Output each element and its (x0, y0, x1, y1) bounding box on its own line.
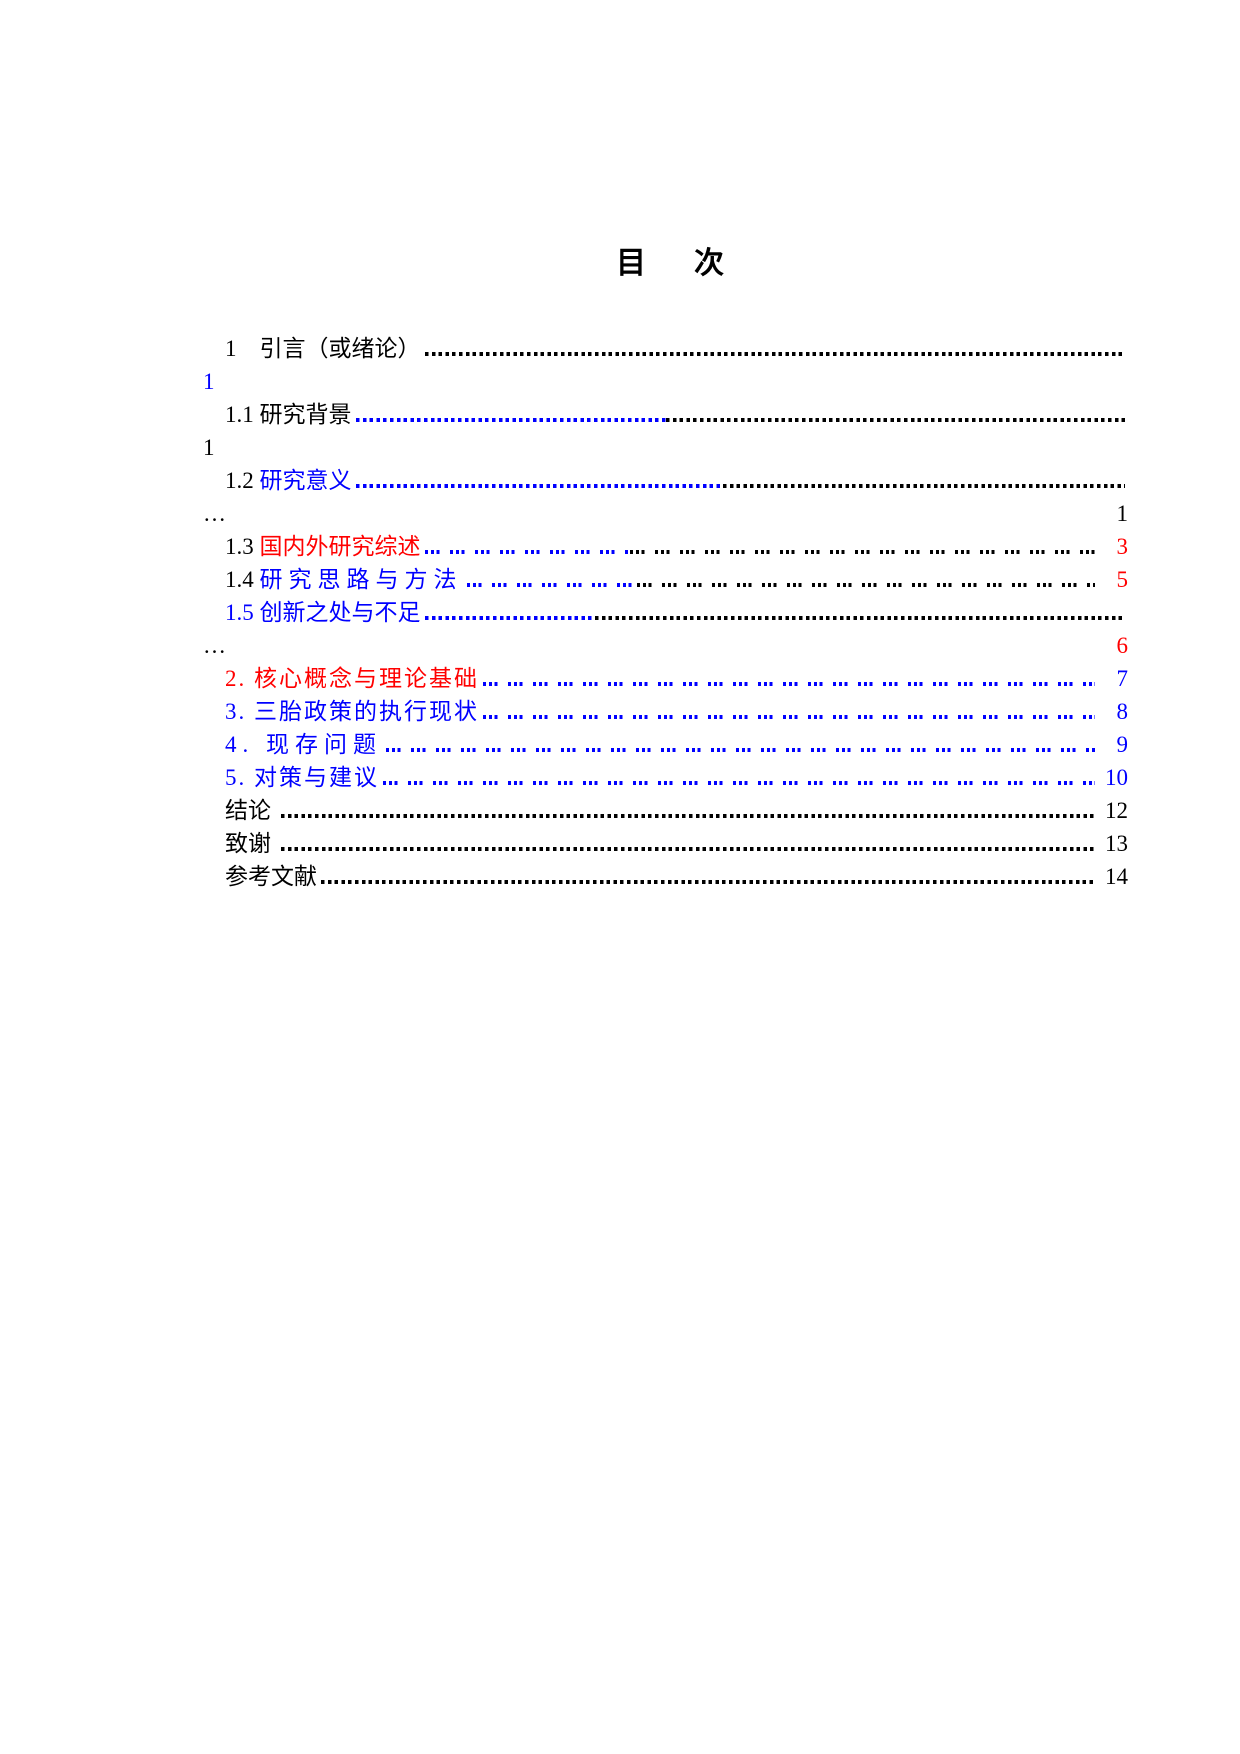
page-number: 5 (1116, 567, 1129, 592)
toc-entry-text: … (203, 633, 226, 658)
dot-leader-segment (466, 583, 637, 587)
toc-line: 致谢 13 (0, 827, 1128, 860)
toc-line: 1 (0, 431, 1128, 464)
toc-entry-text: 1.3 (225, 534, 260, 559)
toc-line: 4. 现存问题 9 (0, 728, 1128, 761)
toc-entry-text: 1 引言（或绪论） (225, 336, 421, 361)
toc-entry-text: 1.4 (225, 567, 260, 592)
toc-line: 1.3 国内外研究综述 3 (0, 530, 1128, 563)
dot-leader (280, 827, 1095, 860)
spacer (226, 629, 1098, 662)
dot-leader-segment (665, 418, 1125, 422)
dot-leader (280, 794, 1095, 827)
toc-line: 5. 对策与建议 10 (0, 761, 1128, 794)
toc-line: 3. 三胎政策的执行现状 8 (0, 695, 1128, 728)
dot-leader (483, 662, 1095, 695)
toc-line: 参考文献 14 (0, 860, 1128, 893)
toc-entry-text: 1 (203, 435, 215, 460)
toc-entry-text: 国内外研究综述 (259, 534, 421, 559)
toc-entry-text: 1 (203, 369, 215, 394)
dot-leader-segment (280, 814, 1095, 818)
dot-leader (424, 332, 1125, 365)
spacer (226, 497, 1098, 530)
dot-leader (483, 695, 1095, 728)
toc-entry-text: 3. 三胎政策的执行现状 (225, 699, 479, 724)
toc-entry-text: 4. 现存问题 (225, 732, 382, 757)
dot-leader-segment (424, 352, 1125, 356)
page-number: 1 (1116, 501, 1129, 526)
toc-entry-text: 1.5 创新之处与不足 (225, 600, 421, 625)
toc-line: 1.1 研究背景 (0, 398, 1128, 431)
toc-entry-text: 结论 (225, 798, 277, 823)
toc-entry-text: 研究思路与方法 (259, 567, 463, 592)
dot-leader-segment (280, 847, 1095, 851)
page-number: 10 (1105, 765, 1128, 790)
page-number: 6 (1116, 633, 1129, 658)
dot-leader-segment (383, 781, 1095, 785)
dot-leader-segment (424, 616, 595, 620)
page-number: 9 (1116, 732, 1129, 757)
toc-entry-text: 参考文献 (225, 864, 317, 889)
dot-leader (386, 728, 1095, 761)
dot-leader-segment (321, 880, 1095, 884)
table-of-contents: 1 引言（或绪论） 1 1.1 研究背景 1 1.2 研究意义… 1 1.3 国内外研究综述… (0, 332, 1128, 893)
dot-leader (466, 563, 1095, 596)
dot-leader-segment (355, 484, 723, 488)
toc-entry-text: 研究意义 (259, 468, 352, 493)
toc-entry-text: 1.2 (225, 468, 260, 493)
toc-entry-text: 致谢 (225, 831, 277, 856)
toc-entry-text: 1.1 研究背景 (225, 402, 352, 427)
dot-leader (355, 464, 1125, 497)
toc-line: 1 引言（或绪论） (0, 332, 1128, 365)
toc-line: 2. 核心概念与理论基础 7 (0, 662, 1128, 695)
dot-leader-segment (386, 748, 1095, 752)
dot-leader (321, 860, 1095, 893)
page-number: 8 (1116, 699, 1129, 724)
page-number: 13 (1105, 831, 1128, 856)
dot-leader-segment (483, 682, 1095, 686)
dot-leader-segment (355, 418, 666, 422)
toc-line: … 1 (0, 497, 1128, 530)
toc-line: 结论 12 (0, 794, 1128, 827)
toc-entry-text: 2. 核心概念与理论基础 (225, 666, 479, 691)
page-number: 7 (1116, 666, 1129, 691)
dot-leader-segment (424, 550, 630, 554)
dot-leader (355, 398, 1125, 431)
dot-leader-segment (594, 616, 1125, 620)
toc-entry-text: 5. 对策与建议 (225, 765, 379, 790)
toc-line: 1.5 创新之处与不足 (0, 596, 1128, 629)
dot-leader (424, 596, 1125, 629)
dot-leader (383, 761, 1095, 794)
page-number: 12 (1105, 798, 1128, 823)
toc-line: 1 (0, 365, 1128, 398)
dot-leader-segment (636, 583, 1095, 587)
dot-leader-segment (483, 715, 1095, 719)
page-number: 3 (1116, 534, 1129, 559)
dot-leader-segment (722, 484, 1125, 488)
toc-line: 1.4 研究思路与方法 5 (0, 563, 1128, 596)
toc-line: 1.2 研究意义 (0, 464, 1128, 497)
dot-leader-segment (629, 550, 1095, 554)
page-title: 目 次 (616, 246, 733, 281)
toc-line: … 6 (0, 629, 1128, 662)
toc-entry-text: … (203, 501, 226, 526)
page-number: 14 (1105, 864, 1128, 889)
dot-leader (424, 530, 1095, 563)
